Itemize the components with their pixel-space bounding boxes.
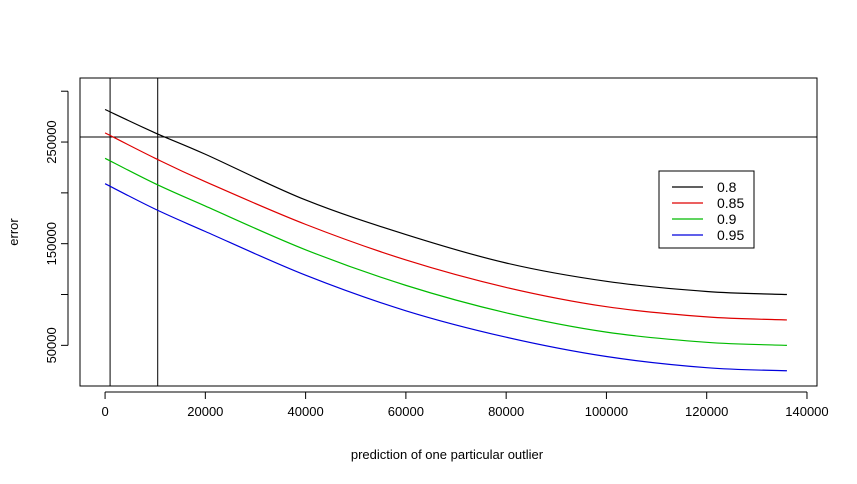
y-tick-label: 250000 xyxy=(44,120,59,163)
legend-label: 0.85 xyxy=(717,195,744,211)
x-axis-title: prediction of one particular outlier xyxy=(351,447,544,462)
y-axis-title: error xyxy=(6,218,21,246)
x-tick-label: 120000 xyxy=(685,404,728,419)
series-line-0-95 xyxy=(104,183,787,372)
legend-label: 0.9 xyxy=(717,211,737,227)
series-line-0-8 xyxy=(104,108,787,296)
legend-label: 0.8 xyxy=(717,179,737,195)
y-tick-label: 50000 xyxy=(44,327,59,363)
x-tick-label: 40000 xyxy=(288,404,324,419)
reference-lines xyxy=(80,78,817,386)
y-tick-label: 150000 xyxy=(44,222,59,265)
x-tick-label: 140000 xyxy=(785,404,828,419)
x-tick-label: 100000 xyxy=(585,404,628,419)
legend-label: 0.95 xyxy=(717,227,744,243)
x-tick-label: 0 xyxy=(101,404,108,419)
x-tick-label: 80000 xyxy=(488,404,524,419)
plot-box xyxy=(79,77,818,387)
series-line-0-85 xyxy=(104,132,787,321)
series-line-0-9 xyxy=(104,157,787,346)
x-axis: 0 20000 40000 60000 80000 100000 120000 140000 xyxy=(101,391,829,419)
x-tick-label: 20000 xyxy=(187,404,223,419)
series-layer xyxy=(104,108,787,372)
y-axis: 50000 150000 250000 xyxy=(44,90,69,363)
x-tick-label: 60000 xyxy=(388,404,424,419)
legend: 0.80.850.90.95 xyxy=(658,170,755,249)
